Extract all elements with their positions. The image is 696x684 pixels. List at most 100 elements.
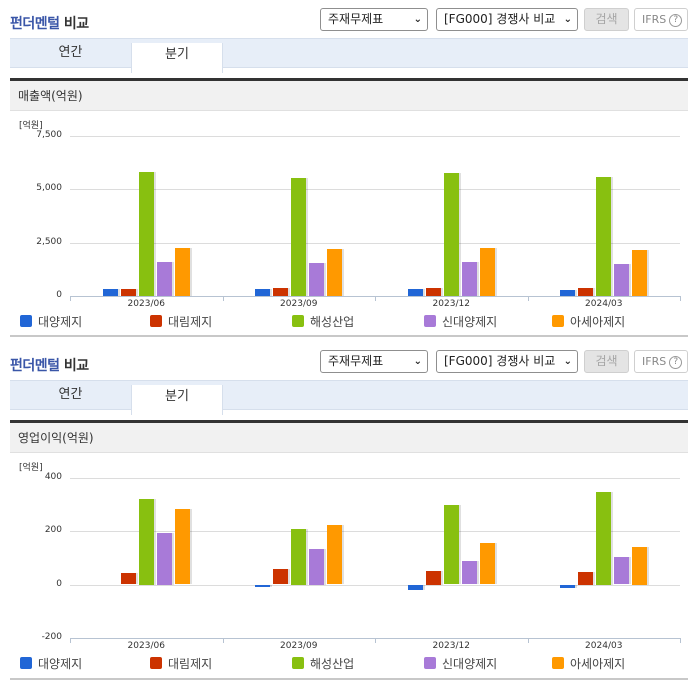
x-tick xyxy=(680,296,681,301)
bar-아세아제지[interactable] xyxy=(175,509,190,584)
legend-item[interactable]: 신대양제지 xyxy=(424,313,497,330)
legend-item[interactable]: 대림제지 xyxy=(150,655,212,672)
legend-item[interactable]: 해성산업 xyxy=(292,655,354,672)
legend-swatch-icon xyxy=(552,315,564,327)
ifrs-button[interactable]: IFRS? xyxy=(634,350,688,373)
gridline xyxy=(70,136,680,137)
bar-대림제지[interactable] xyxy=(273,569,288,584)
ifrs-label: IFRS xyxy=(642,13,667,26)
bar-대양제지[interactable] xyxy=(255,585,270,587)
bar-대양제지[interactable] xyxy=(560,585,575,588)
tab-annual[interactable]: 연간 xyxy=(58,45,83,60)
chevron-down-icon: ⌄ xyxy=(413,356,422,367)
period-tabs: 연간 분기 xyxy=(10,38,688,73)
bar-해성산업[interactable] xyxy=(444,505,459,584)
legend-swatch-icon xyxy=(150,657,162,669)
ifrs-label: IFRS xyxy=(642,355,667,368)
legend-swatch-icon xyxy=(150,315,162,327)
bar-대양제지[interactable] xyxy=(408,289,423,296)
bar-아세아제지[interactable] xyxy=(480,543,495,584)
compare-select[interactable]: [FG000] 경쟁사 비교 ⌄ xyxy=(436,8,578,31)
tab-annual[interactable]: 연간 xyxy=(58,387,83,402)
chevron-down-icon: ⌄ xyxy=(563,356,572,367)
bar-대양제지[interactable] xyxy=(103,289,118,296)
legend-label: 아세아제지 xyxy=(570,315,626,329)
legend-swatch-icon xyxy=(20,315,32,327)
legend-item[interactable]: 아세아제지 xyxy=(552,313,625,330)
tab-quarterly[interactable]: 분기 xyxy=(131,43,223,73)
x-tick-label: 2023/09 xyxy=(280,641,318,651)
legend-swatch-icon xyxy=(292,657,304,669)
bar-신대양제지[interactable] xyxy=(309,549,324,585)
legend-item[interactable]: 대양제지 xyxy=(20,655,82,672)
search-button[interactable]: 검색 xyxy=(584,8,629,31)
bar-아세아제지[interactable] xyxy=(480,248,495,296)
x-tick xyxy=(375,638,376,643)
bar-신대양제지[interactable] xyxy=(614,557,629,584)
bar-아세아제지[interactable] xyxy=(327,249,342,296)
legend-label: 대양제지 xyxy=(38,657,83,671)
bar-아세아제지[interactable] xyxy=(632,250,647,296)
compare-select[interactable]: [FG000] 경쟁사 비교 ⌄ xyxy=(436,350,578,373)
fundamental-panel-revenue: 펀더멘털 비교 주재무제표 ⌄ [FG000] 경쟁사 비교 ⌄ 검색 IFRS… xyxy=(0,0,696,337)
bar-신대양제지[interactable] xyxy=(309,263,324,296)
compare-select-value: [FG000] 경쟁사 비교 xyxy=(444,354,556,368)
bar-해성산업[interactable] xyxy=(291,529,306,585)
legend-item[interactable]: 신대양제지 xyxy=(424,655,497,672)
bar-대림제지[interactable] xyxy=(121,573,136,584)
statement-select-value: 주재무제표 xyxy=(328,12,384,26)
legend-item[interactable]: 대양제지 xyxy=(20,313,82,330)
tab-quarterly[interactable]: 분기 xyxy=(131,385,223,415)
bar-대림제지[interactable] xyxy=(578,288,593,296)
search-button[interactable]: 검색 xyxy=(584,350,629,373)
bar-해성산업[interactable] xyxy=(139,499,154,585)
bar-해성산업[interactable] xyxy=(291,178,306,296)
bar-신대양제지[interactable] xyxy=(614,264,629,296)
y-tick-label: 0 xyxy=(56,578,62,589)
compare-select-value: [FG000] 경쟁사 비교 xyxy=(444,12,556,26)
bar-대양제지[interactable] xyxy=(255,289,270,296)
chart-legend: 대양제지 대림제지 해성산업 신대양제지 아세아제지 xyxy=(20,313,680,329)
bar-신대양제지[interactable] xyxy=(157,262,172,296)
bar-대양제지[interactable] xyxy=(560,290,575,296)
legend-swatch-icon xyxy=(424,657,436,669)
legend-label: 아세아제지 xyxy=(570,657,626,671)
divider xyxy=(10,335,688,337)
period-tabs: 연간 분기 xyxy=(10,380,688,415)
bar-아세아제지[interactable] xyxy=(175,248,190,296)
bar-신대양제지[interactable] xyxy=(462,561,477,584)
bar-신대양제지[interactable] xyxy=(157,533,172,585)
statement-select[interactable]: 주재무제표 ⌄ xyxy=(320,350,428,373)
bar-대림제지[interactable] xyxy=(121,289,136,296)
legend-label: 해성산업 xyxy=(310,315,355,329)
bar-해성산업[interactable] xyxy=(444,173,459,296)
bar-해성산업[interactable] xyxy=(139,172,154,296)
bar-대림제지[interactable] xyxy=(273,288,288,296)
legend-item[interactable]: 아세아제지 xyxy=(552,655,625,672)
y-tick-label: 5,000 xyxy=(36,183,62,194)
x-tick-label: 2024/03 xyxy=(585,299,623,309)
y-axis-unit: [억원] xyxy=(19,463,43,473)
help-icon[interactable]: ? xyxy=(669,14,683,27)
bar-해성산업[interactable] xyxy=(596,492,611,585)
bar-아세아제지[interactable] xyxy=(327,525,342,584)
operating-profit-bar-chart: [억원] -200 0 200 400 2023/06 2023/09 2023/12 2024… xyxy=(10,454,688,674)
legend-item[interactable]: 해성산업 xyxy=(292,313,354,330)
help-icon[interactable]: ? xyxy=(669,356,683,369)
bar-해성산업[interactable] xyxy=(596,177,611,296)
statement-select[interactable]: 주재무제표 ⌄ xyxy=(320,8,428,31)
revenue-bar-chart: [억원] 0 2,500 5,000 7,500 2023/06 2023/09 2023/1… xyxy=(10,112,688,332)
bar-대림제지[interactable] xyxy=(578,572,593,585)
x-tick-label: 2023/12 xyxy=(432,641,470,651)
x-tick xyxy=(223,296,224,301)
x-tick xyxy=(375,296,376,301)
bar-대양제지[interactable] xyxy=(408,585,423,590)
bar-아세아제지[interactable] xyxy=(632,547,647,585)
bar-신대양제지[interactable] xyxy=(462,262,477,296)
bar-대림제지[interactable] xyxy=(426,288,441,296)
legend-item[interactable]: 대림제지 xyxy=(150,313,212,330)
ifrs-button[interactable]: IFRS? xyxy=(634,8,688,31)
fundamental-panel-operating-profit: 펀더멘털 비교 주재무제표 ⌄ [FG000] 경쟁사 비교 ⌄ 검색 IFRS… xyxy=(0,342,696,680)
bar-대림제지[interactable] xyxy=(426,571,441,585)
metric-title: 매출액(억원) xyxy=(10,78,688,111)
